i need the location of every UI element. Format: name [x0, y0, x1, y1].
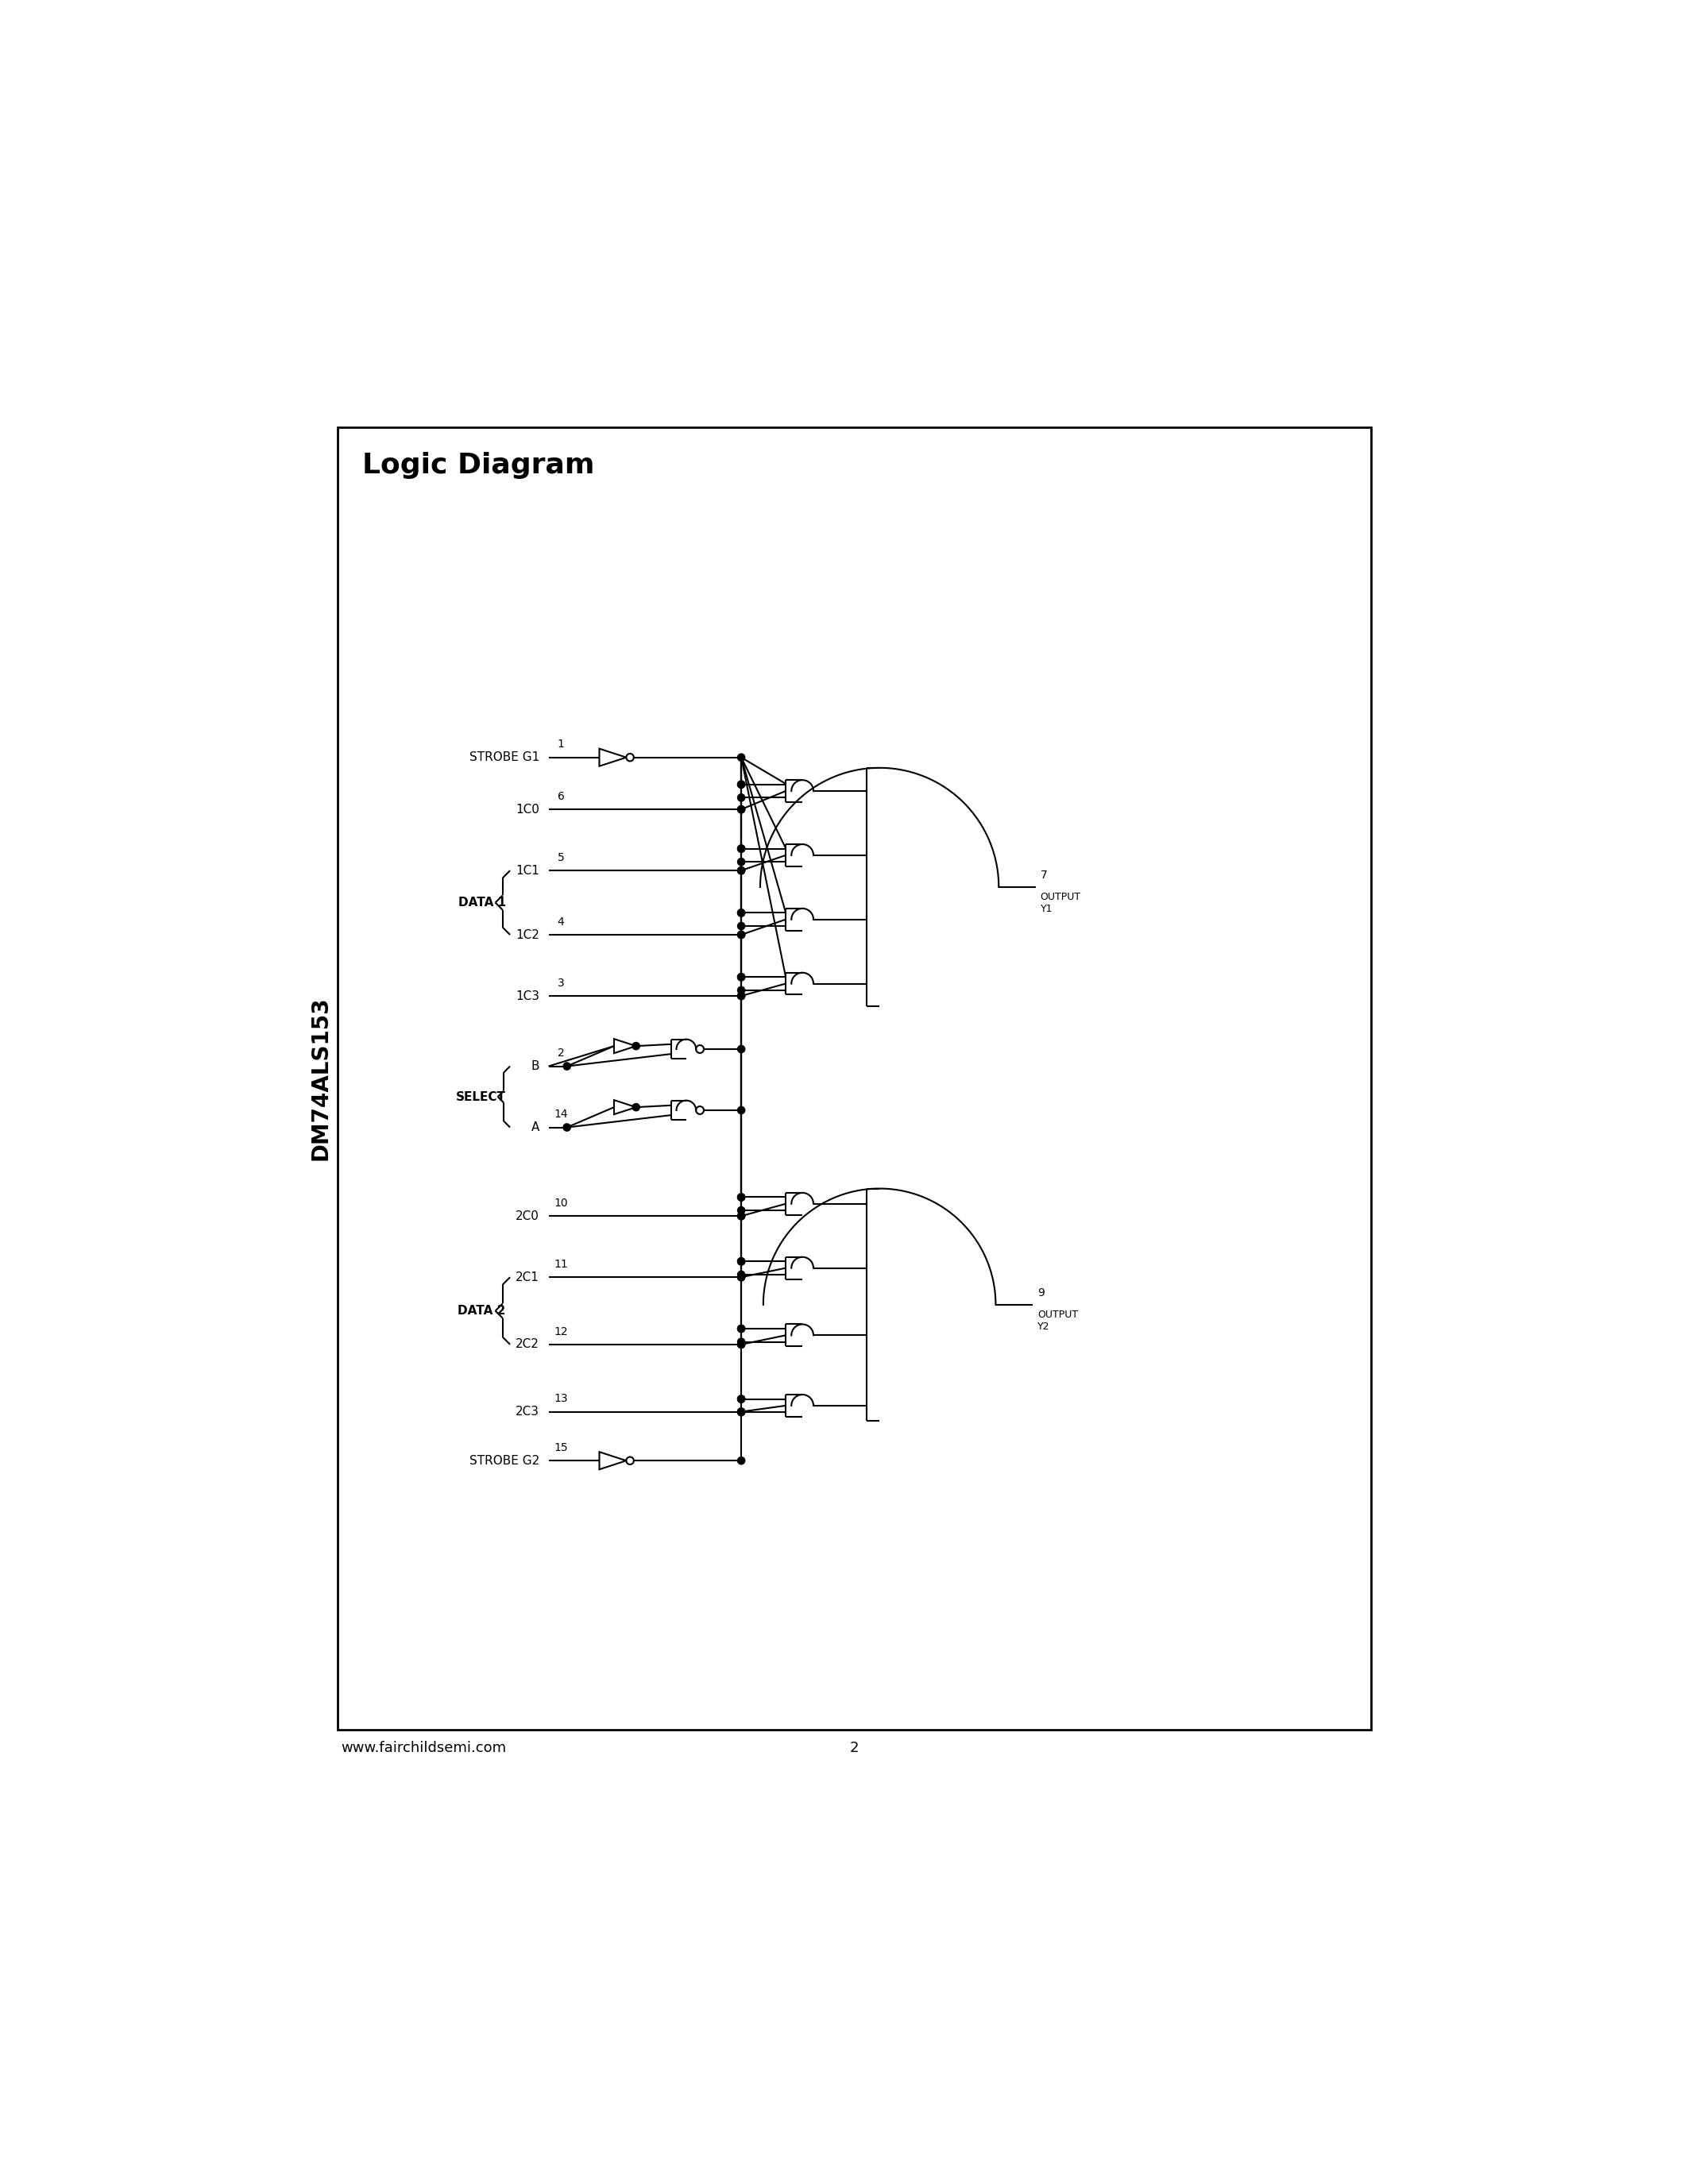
Circle shape [738, 1409, 744, 1415]
Circle shape [738, 1396, 744, 1402]
Text: 4: 4 [557, 917, 564, 928]
Circle shape [738, 1326, 744, 1332]
Circle shape [738, 780, 744, 788]
Text: 1C2: 1C2 [515, 928, 540, 941]
Circle shape [738, 930, 744, 939]
Circle shape [738, 1271, 744, 1278]
Circle shape [738, 867, 744, 874]
Circle shape [738, 1409, 744, 1415]
Text: 3: 3 [557, 978, 564, 989]
Circle shape [633, 1042, 640, 1051]
Text: DATA 2: DATA 2 [457, 1304, 506, 1317]
Text: Logic Diagram: Logic Diagram [361, 452, 594, 478]
Text: 1C1: 1C1 [515, 865, 540, 876]
Circle shape [564, 1125, 571, 1131]
Circle shape [738, 1046, 744, 1053]
Text: 14: 14 [554, 1109, 567, 1120]
Circle shape [738, 845, 744, 852]
Text: 1: 1 [557, 738, 564, 749]
Circle shape [738, 1396, 744, 1402]
Text: 11: 11 [554, 1258, 567, 1269]
Text: 10: 10 [554, 1197, 567, 1208]
Text: 13: 13 [554, 1393, 567, 1404]
Circle shape [738, 806, 744, 812]
Text: OUTPUT
Y2: OUTPUT Y2 [1038, 1310, 1079, 1332]
Text: 1C0: 1C0 [515, 804, 540, 815]
Text: DM74ALS153: DM74ALS153 [309, 996, 331, 1160]
Circle shape [738, 1107, 744, 1114]
Circle shape [738, 1339, 744, 1345]
Circle shape [738, 1212, 744, 1219]
Circle shape [738, 909, 744, 917]
Text: 6: 6 [557, 791, 564, 802]
Circle shape [738, 1192, 744, 1201]
Text: 2C1: 2C1 [515, 1271, 540, 1284]
Circle shape [738, 1208, 744, 1214]
Text: OUTPUT
Y1: OUTPUT Y1 [1040, 891, 1080, 915]
Text: 2: 2 [557, 1048, 564, 1059]
Text: 12: 12 [554, 1326, 567, 1337]
Text: 2: 2 [849, 1741, 859, 1756]
Circle shape [738, 992, 744, 1000]
Circle shape [738, 1341, 744, 1348]
Circle shape [738, 909, 744, 917]
Text: 5: 5 [557, 852, 564, 863]
Text: SELECT: SELECT [456, 1090, 506, 1103]
Text: STROBE G2: STROBE G2 [469, 1455, 540, 1468]
Circle shape [738, 1273, 744, 1280]
Circle shape [738, 1457, 744, 1463]
Circle shape [738, 753, 744, 760]
Text: www.fairchildsemi.com: www.fairchildsemi.com [341, 1741, 506, 1756]
Circle shape [738, 1273, 744, 1280]
Text: STROBE G1: STROBE G1 [469, 751, 540, 764]
Bar [338, 428, 1371, 1730]
Circle shape [564, 1064, 571, 1070]
Circle shape [738, 930, 744, 939]
Circle shape [738, 867, 744, 874]
Text: 1C3: 1C3 [515, 989, 540, 1002]
Circle shape [738, 974, 744, 981]
Text: 15: 15 [554, 1441, 567, 1452]
Circle shape [738, 845, 744, 852]
Text: B: B [532, 1059, 540, 1072]
Circle shape [738, 806, 744, 812]
Circle shape [738, 1409, 744, 1415]
Circle shape [738, 992, 744, 1000]
Circle shape [738, 987, 744, 994]
Circle shape [738, 922, 744, 930]
Text: 9: 9 [1038, 1289, 1045, 1299]
Text: A: A [532, 1120, 540, 1133]
Circle shape [738, 858, 744, 865]
Text: 2C2: 2C2 [515, 1339, 540, 1350]
Circle shape [738, 780, 744, 788]
Text: DATA 1: DATA 1 [457, 898, 506, 909]
Circle shape [738, 1341, 744, 1348]
Circle shape [738, 1258, 744, 1265]
Circle shape [738, 1258, 744, 1265]
Circle shape [738, 974, 744, 981]
Circle shape [633, 1103, 640, 1112]
Text: 2C3: 2C3 [515, 1406, 540, 1417]
Circle shape [738, 795, 744, 802]
Text: 2C0: 2C0 [515, 1210, 540, 1223]
Circle shape [738, 1326, 744, 1332]
Circle shape [738, 1192, 744, 1201]
Circle shape [738, 1212, 744, 1219]
Text: 7: 7 [1040, 869, 1047, 880]
